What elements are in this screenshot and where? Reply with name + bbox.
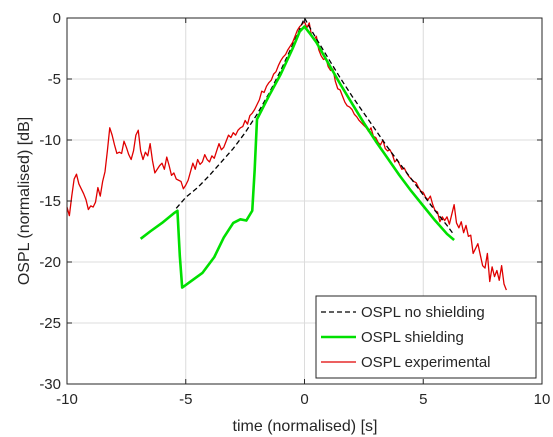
x-axis-label: time (normalised) [s] bbox=[233, 418, 378, 435]
series-line-0 bbox=[175, 17, 455, 236]
y-tick-label: 0 bbox=[53, 10, 61, 27]
y-axis-label: OSPL (normalised) [dB] bbox=[16, 117, 33, 285]
y-tick-label: -30 bbox=[39, 376, 61, 393]
y-tick-label: -15 bbox=[39, 193, 61, 210]
y-tick-label: -10 bbox=[39, 132, 61, 149]
y-tick-label: -20 bbox=[39, 254, 61, 271]
x-tick-label: 5 bbox=[419, 391, 427, 408]
x-tick-label: -5 bbox=[179, 391, 192, 408]
x-tick-label: -10 bbox=[56, 391, 78, 408]
legend-label-1: OSPL shielding bbox=[361, 329, 464, 346]
x-tick-label: 10 bbox=[534, 391, 551, 408]
series-line-1 bbox=[139, 25, 455, 289]
legend-label-2: OSPL experimental bbox=[361, 354, 491, 371]
legend-label-0: OSPL no shielding bbox=[361, 304, 485, 321]
axis-ticks: -10 -5 0 5 10 0 -5 -10 -15 -20 -25 -30 bbox=[39, 10, 550, 408]
series-line-2 bbox=[66, 21, 507, 291]
legend: OSPL no shielding OSPL shielding OSPL expe… bbox=[315, 295, 537, 379]
y-tick-label: -5 bbox=[48, 71, 61, 88]
x-tick-label: 0 bbox=[300, 391, 308, 408]
plot-area: -10 -5 0 5 10 0 -5 -10 -15 -20 -25 -30 bbox=[39, 10, 550, 408]
series-layer bbox=[66, 17, 507, 291]
y-tick-label: -25 bbox=[39, 315, 61, 332]
